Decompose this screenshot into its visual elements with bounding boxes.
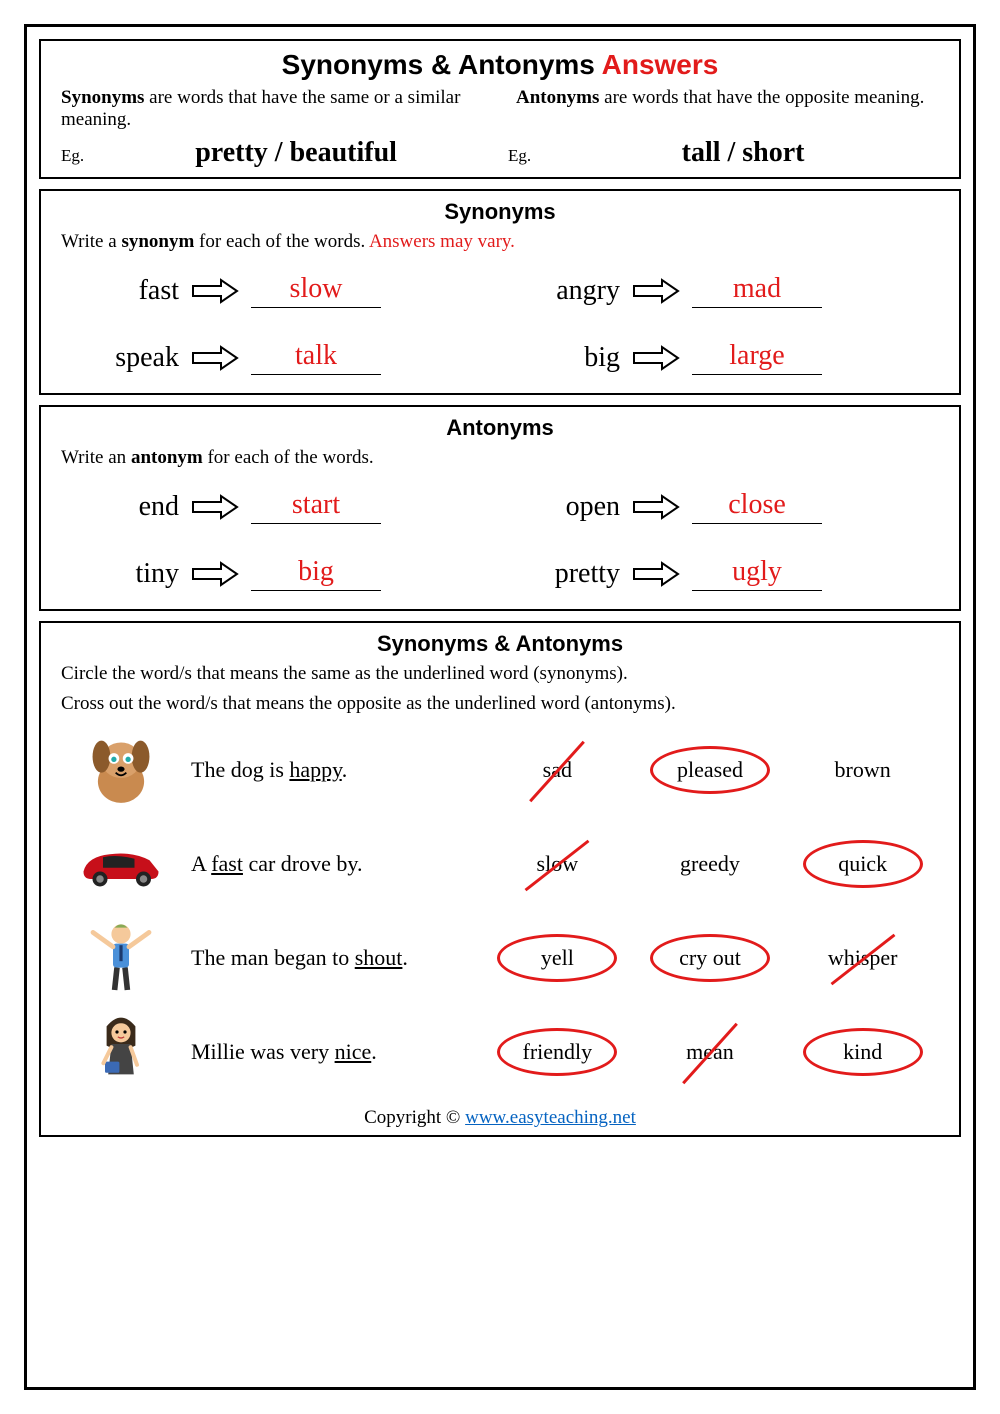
option: kind [813, 1026, 913, 1078]
arrow-icon [191, 278, 239, 304]
section-title: Synonyms & Antonyms [61, 631, 939, 657]
option: friendly [507, 1026, 607, 1078]
answer-word: slow [251, 273, 381, 308]
title-answers: Answers [602, 49, 719, 80]
word-pair: tiny big [89, 556, 470, 591]
synonym-definition: Synonyms are words that have the same or… [61, 87, 484, 131]
answer-word: talk [251, 340, 381, 375]
mixed-section: Synonyms & Antonyms Circle the word/s th… [39, 621, 961, 1137]
footer: Copyright © www.easyteaching.net [61, 1107, 939, 1129]
word-pair: end start [89, 489, 470, 524]
section-title: Antonyms [61, 415, 939, 441]
page-frame: Synonyms & Antonyms Answers Synonyms are… [24, 24, 976, 1390]
exercise-sentence: The man began to shout. [191, 945, 471, 971]
source-word: pretty [530, 558, 620, 590]
source-word: tiny [89, 558, 179, 590]
option: pleased [660, 744, 760, 796]
exercise-image [61, 824, 181, 904]
option: sad [507, 744, 607, 796]
main-title: Synonyms & Antonyms Answers [61, 49, 939, 81]
arrow-icon [632, 494, 680, 520]
example-row: Eg. pretty / beautiful Eg. tall / short [61, 137, 939, 169]
copyright-text: Copyright © [364, 1107, 465, 1128]
arrow-icon [191, 494, 239, 520]
arrow-icon [191, 561, 239, 587]
section-title: Synonyms [61, 199, 939, 225]
exercise-row: The man began to shout. yell cry out whispe… [61, 911, 939, 1005]
mixed-instruction-1: Circle the word/s that means the same as… [61, 663, 939, 685]
antonyms-section: Antonyms Write an antonym for each of th… [39, 405, 961, 611]
source-word: speak [89, 342, 179, 374]
word-pair: fast slow [89, 273, 470, 308]
eg-label: Eg. [508, 146, 531, 166]
eg-label: Eg. [61, 146, 84, 166]
exercise-row: A fast car drove by. slow greedy quick [61, 817, 939, 911]
option: mean [660, 1026, 760, 1078]
exercise-sentence: A fast car drove by. [191, 851, 471, 877]
source-word: open [530, 491, 620, 523]
exercise-rows: The dog is happy. sad pleased brown A fast c… [61, 723, 939, 1099]
source-word: end [89, 491, 179, 523]
antonyms-instruction: Write an antonym for each of the words. [61, 447, 939, 469]
arrow-icon [632, 278, 680, 304]
exercise-image [61, 1012, 181, 1092]
option: quick [813, 838, 913, 890]
exercise-row: The dog is happy. sad pleased brown [61, 723, 939, 817]
eg-synonyms: pretty / beautiful [100, 137, 492, 169]
answer-word: ugly [692, 556, 822, 591]
definitions: Synonyms are words that have the same or… [61, 87, 939, 131]
option: greedy [660, 838, 760, 890]
source-word: angry [530, 275, 620, 307]
word-pair: speak talk [89, 340, 470, 375]
synonyms-instruction: Write a synonym for each of the words. A… [61, 231, 939, 253]
option: slow [507, 838, 607, 890]
synonyms-grid: fast slow angry mad speak talk big large [61, 273, 939, 375]
answer-word: large [692, 340, 822, 375]
options: slow greedy quick [481, 838, 939, 890]
option: yell [507, 932, 607, 984]
antonym-definition: Antonyms are words that have the opposit… [516, 87, 939, 131]
arrow-icon [632, 345, 680, 371]
exercise-row: Millie was very nice. friendly mean kind [61, 1005, 939, 1099]
source-word: fast [89, 275, 179, 307]
option: brown [813, 744, 913, 796]
word-pair: angry mad [530, 273, 911, 308]
option: whisper [813, 932, 913, 984]
source-word: big [530, 342, 620, 374]
title-text: Synonyms & Antonyms [282, 49, 602, 80]
answer-word: big [251, 556, 381, 591]
option: cry out [660, 932, 760, 984]
answer-word: mad [692, 273, 822, 308]
header-panel: Synonyms & Antonyms Answers Synonyms are… [39, 39, 961, 179]
eg-antonyms: tall / short [547, 137, 939, 169]
exercise-image [61, 730, 181, 810]
options: friendly mean kind [481, 1026, 939, 1078]
answer-word: start [251, 489, 381, 524]
mixed-instruction-2: Cross out the word/s that means the oppo… [61, 693, 939, 715]
options: sad pleased brown [481, 744, 939, 796]
synonyms-section: Synonyms Write a synonym for each of the… [39, 189, 961, 395]
antonyms-grid: end start open close tiny big pretty ugly [61, 489, 939, 591]
exercise-sentence: Millie was very nice. [191, 1039, 471, 1065]
footer-link[interactable]: www.easyteaching.net [465, 1107, 636, 1128]
arrow-icon [191, 345, 239, 371]
exercise-sentence: The dog is happy. [191, 757, 471, 783]
arrow-icon [632, 561, 680, 587]
word-pair: pretty ugly [530, 556, 911, 591]
options: yell cry out whisper [481, 932, 939, 984]
word-pair: big large [530, 340, 911, 375]
word-pair: open close [530, 489, 911, 524]
answer-word: close [692, 489, 822, 524]
exercise-image [61, 918, 181, 998]
